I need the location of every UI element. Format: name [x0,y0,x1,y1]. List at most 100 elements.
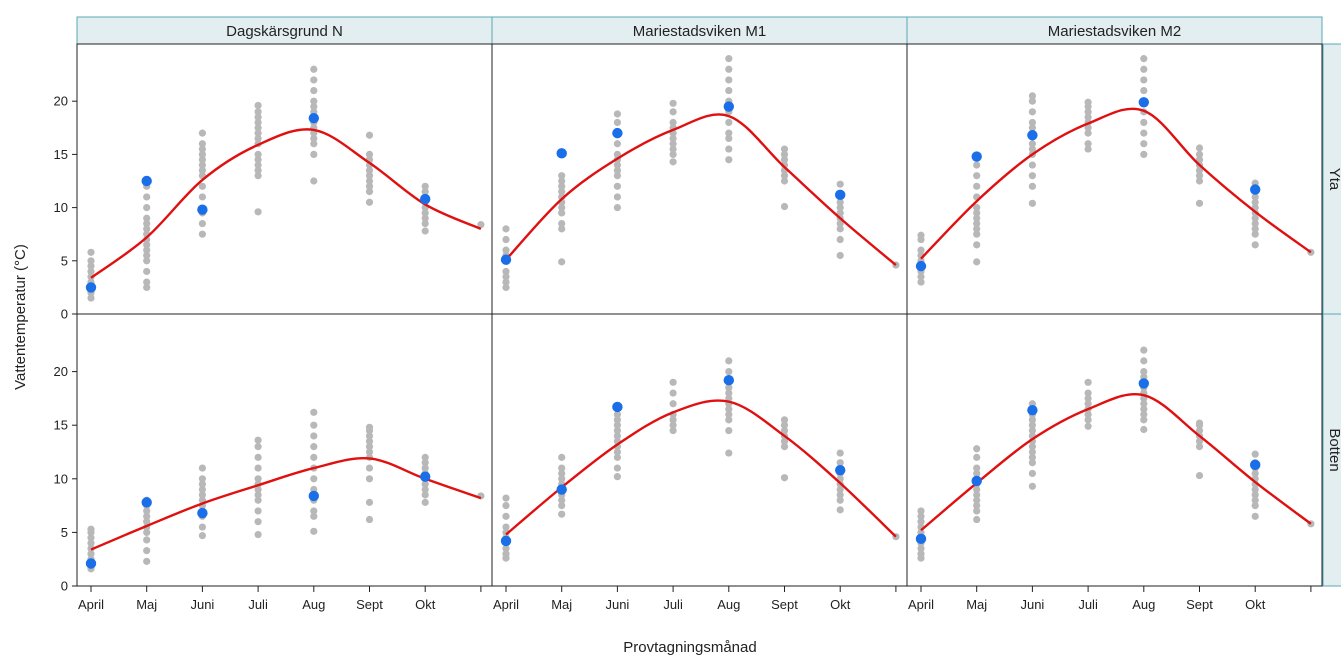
history-point [836,449,844,457]
y-tick-label: 10 [54,200,68,215]
history-point [421,219,429,228]
history-point [973,225,981,233]
panel-strip-label: Dagskärsgrund N [226,23,343,40]
history-point [613,432,622,440]
panel-frames [76,43,1323,587]
history-point [725,129,733,137]
history-point [143,241,151,249]
x-tick-label: Sept [356,597,383,612]
history-point [780,156,789,164]
history-point [254,101,262,110]
current-year-point [835,465,846,476]
current-year-point [971,151,982,162]
history-point [613,473,622,481]
panel-strip [906,16,1323,45]
history-point [836,496,844,504]
history-point [198,523,206,531]
history-point [198,161,206,169]
history-point [87,248,95,256]
history-point [1251,502,1259,510]
history-point [143,512,151,520]
history-point [365,443,374,451]
history-point [502,273,510,281]
current-year-point [1138,378,1150,389]
history-point [669,134,677,143]
history-point [613,140,622,148]
history-point [1140,405,1148,413]
history-point [310,512,318,520]
history-point [198,532,206,540]
history-point [310,443,318,451]
history-point [87,267,95,276]
history-point [365,166,374,174]
history-point [502,544,510,553]
panel-strip-label: Mariestadsviken M1 [633,23,766,40]
history-point [973,204,981,212]
history-point [1140,400,1148,408]
history-point [1251,241,1259,249]
x-tick-label: Aug [1132,597,1155,612]
history-point [502,267,510,276]
history-point [310,150,318,158]
history-point [143,246,151,254]
history-point [1028,124,1036,132]
history-point [1140,140,1148,148]
history-point [254,118,262,127]
history-point [917,231,925,239]
history-point [973,161,981,169]
history-point [669,416,677,424]
history-point [1084,145,1092,153]
history-point [310,453,318,461]
history-point [780,202,789,211]
history-point [254,134,262,143]
current-year-point [1027,130,1038,141]
history-point [1195,172,1204,180]
history-point [613,453,622,461]
history-point [1195,437,1204,445]
history-point [725,76,733,84]
panel-strip-label: Mariestadsviken M2 [1048,23,1181,40]
history-point [1140,55,1148,63]
history-point [1195,166,1204,174]
history-point [143,518,151,526]
history-point [973,209,981,217]
current-year-point [85,558,97,569]
history-point [254,156,262,164]
history-point [558,510,566,518]
history-point [669,99,677,107]
history-point [310,507,318,515]
history-point [1195,144,1204,152]
history-point [1195,419,1204,427]
x-tick-label: April [493,597,519,612]
history-point [1028,448,1036,456]
history-point [1084,422,1092,430]
history-point [421,498,429,506]
history-point [1251,219,1259,228]
history-point [1028,182,1036,190]
history-point [973,214,981,222]
history-point [1028,443,1036,451]
history-point [198,182,206,190]
history-point [254,113,262,121]
current-year-point [85,282,97,293]
history-point [1028,108,1036,116]
history-point [613,172,622,180]
history-point [780,421,789,429]
history-point [613,166,622,174]
history-point [558,204,566,212]
history-point [87,262,95,270]
history-point [477,221,485,229]
history-point [502,523,510,531]
history-point [973,496,981,504]
x-tick-label: Aug [302,597,325,612]
history-point [421,214,429,222]
history-point [1084,98,1092,106]
history-point [1084,108,1092,116]
x-axis-title: Provtagningsmånad [623,639,756,656]
history-point [1251,491,1259,499]
history-point [973,464,981,472]
y-tick-label: 15 [54,418,68,433]
history-point [613,464,622,472]
history-point [254,496,262,504]
